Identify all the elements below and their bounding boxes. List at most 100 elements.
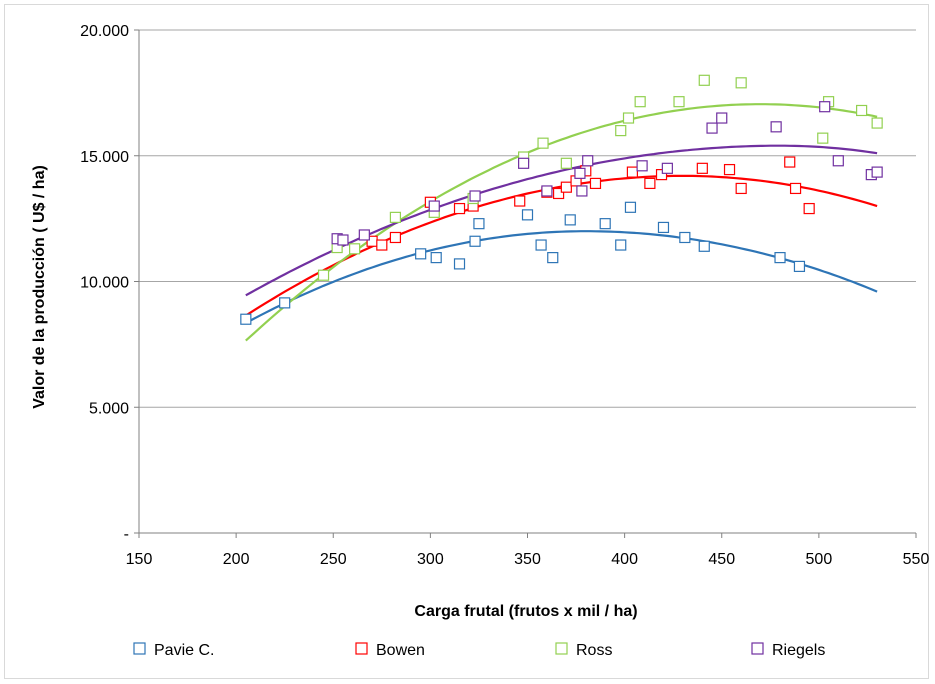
point-ross bbox=[698, 74, 710, 86]
trendline-ross bbox=[245, 103, 878, 342]
point-pavie-c bbox=[430, 252, 442, 264]
point-bowen bbox=[723, 163, 736, 176]
point-ross bbox=[615, 124, 627, 137]
x-tick-label: 150 bbox=[126, 551, 153, 568]
point-bowen bbox=[655, 169, 668, 181]
point-bowen bbox=[589, 177, 602, 190]
point-riegels bbox=[871, 166, 883, 178]
point-riegels bbox=[574, 167, 586, 179]
point-pavie-c bbox=[547, 252, 559, 264]
point-pavie-c bbox=[453, 258, 466, 270]
point-bowen bbox=[696, 162, 708, 174]
x-tick-label: 450 bbox=[708, 551, 735, 568]
point-pavie-c bbox=[615, 239, 627, 251]
point-riegels bbox=[832, 155, 844, 167]
trendline-riegels bbox=[245, 144, 878, 297]
x-tick-label: 550 bbox=[903, 551, 930, 568]
point-bowen bbox=[644, 177, 656, 190]
point-riegels bbox=[636, 160, 648, 172]
tick-labels: - 5.000 10.000 15.000 20.000 150 200 250 300 350 4… bbox=[80, 23, 929, 568]
point-pavie-c bbox=[473, 218, 485, 230]
point-pavie-c bbox=[521, 209, 534, 221]
point-pavie-c bbox=[415, 248, 427, 260]
point-bowen bbox=[626, 166, 638, 178]
point-pavie-c bbox=[279, 297, 291, 309]
y-tick-label: 15.000 bbox=[80, 149, 129, 166]
point-riegels bbox=[469, 190, 481, 202]
point-ross bbox=[856, 104, 868, 117]
legend-label-ross: Ross bbox=[576, 642, 612, 659]
point-ross bbox=[317, 269, 330, 281]
x-tick-label: 300 bbox=[417, 551, 444, 568]
axes bbox=[134, 29, 917, 538]
point-pavie-c bbox=[624, 201, 637, 213]
y-axis-title: Valor de la producción ( U$ / ha) bbox=[31, 165, 48, 409]
point-riegels bbox=[716, 112, 728, 124]
chart-frame bbox=[4, 4, 929, 679]
point-ross bbox=[634, 96, 646, 108]
point-bowen bbox=[560, 181, 572, 193]
trendlines bbox=[245, 103, 878, 342]
x-tick-label: 350 bbox=[514, 551, 541, 568]
point-riegels bbox=[819, 101, 831, 113]
legend-marker-bowen bbox=[355, 642, 368, 655]
point-ross bbox=[817, 132, 829, 144]
point-ross bbox=[735, 77, 747, 89]
point-riegels bbox=[576, 185, 588, 197]
legend-marker-pavie-c bbox=[133, 642, 146, 655]
point-pavie-c bbox=[599, 218, 611, 230]
point-riegels bbox=[661, 162, 673, 174]
legend-label-riegels: Riegels bbox=[772, 642, 825, 659]
point-riegels bbox=[541, 185, 553, 197]
data-points bbox=[240, 74, 883, 325]
legend: Pavie C. Bowen Ross Riegels bbox=[133, 642, 825, 659]
point-pavie-c bbox=[564, 214, 576, 226]
legend-marker-riegels bbox=[751, 642, 764, 655]
y-tick-label: - bbox=[124, 526, 129, 543]
x-tick-label: 400 bbox=[611, 551, 638, 568]
legend-marker-ross bbox=[555, 642, 568, 655]
point-ross bbox=[560, 157, 572, 169]
point-pavie-c bbox=[535, 239, 547, 251]
point-riegels bbox=[428, 200, 440, 212]
x-axis-title: Carga frutal (frutos x mil / ha) bbox=[414, 603, 637, 620]
point-ross bbox=[537, 137, 549, 149]
point-pavie-c bbox=[793, 260, 806, 273]
y-tick-label: 10.000 bbox=[80, 275, 129, 292]
legend-label-bowen: Bowen bbox=[376, 642, 425, 659]
y-tick-label: 5.000 bbox=[89, 400, 129, 417]
point-bowen bbox=[514, 195, 526, 207]
point-bowen bbox=[376, 239, 388, 251]
point-ross bbox=[349, 243, 361, 255]
point-bowen bbox=[789, 182, 802, 195]
point-pavie-c bbox=[240, 313, 252, 325]
point-ross bbox=[389, 211, 402, 223]
point-riegels bbox=[706, 122, 718, 134]
point-ross bbox=[673, 96, 685, 108]
point-pavie-c bbox=[469, 235, 481, 247]
point-riegels bbox=[358, 229, 370, 241]
point-bowen bbox=[803, 202, 815, 215]
point-riegels bbox=[582, 155, 594, 167]
point-ross bbox=[871, 117, 883, 129]
point-pavie-c bbox=[774, 252, 786, 264]
point-bowen bbox=[453, 202, 466, 215]
point-bowen bbox=[389, 231, 402, 244]
point-riegels bbox=[337, 234, 349, 246]
x-tick-label: 500 bbox=[806, 551, 833, 568]
y-tick-label: 20.000 bbox=[80, 23, 129, 40]
point-riegels bbox=[518, 157, 530, 169]
point-pavie-c bbox=[679, 231, 691, 244]
x-tick-label: 200 bbox=[223, 551, 250, 568]
point-bowen bbox=[784, 156, 796, 168]
point-bowen bbox=[735, 182, 747, 195]
point-bowen bbox=[552, 187, 565, 200]
point-riegels bbox=[770, 121, 782, 133]
legend-label-pavie-c: Pavie C. bbox=[154, 642, 214, 659]
point-pavie-c bbox=[657, 221, 670, 234]
point-ross bbox=[622, 112, 635, 124]
trendline-pavie-c- bbox=[245, 230, 878, 324]
point-pavie-c bbox=[698, 240, 710, 252]
x-tick-label: 250 bbox=[320, 551, 347, 568]
